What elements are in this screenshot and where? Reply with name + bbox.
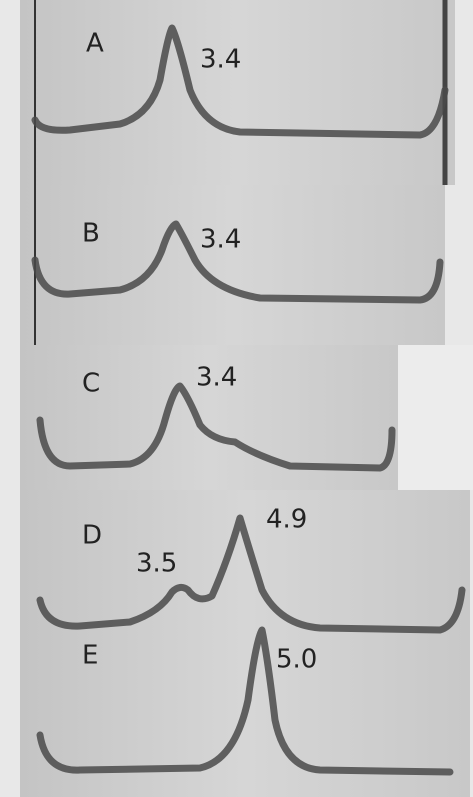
panel-label: C <box>82 369 100 399</box>
peak-label: 3.4 <box>200 225 241 255</box>
panel-c: C 3.4 <box>20 345 473 490</box>
panel-label: E <box>82 641 98 671</box>
panel-background <box>20 185 445 345</box>
panel-b: B 3.4 <box>20 185 445 345</box>
panel-a: A 3.4 <box>20 0 455 185</box>
peak-label: 3.4 <box>196 363 237 393</box>
blank-area <box>398 345 473 490</box>
panel-de: D 3.5 4.9 E 5.0 <box>20 490 470 797</box>
peak-label: 3.5 <box>136 549 177 579</box>
figure: A 3.4 B 3.4 C 3.4 D 3.5 4.9 E 5.0 <box>0 0 473 797</box>
peak-label: 3.4 <box>200 45 241 75</box>
peak-label: 4.9 <box>266 505 307 535</box>
panel-label: B <box>82 219 100 249</box>
peak-label: 5.0 <box>276 645 317 675</box>
panel-label: A <box>86 29 104 59</box>
panel-label: D <box>82 521 102 551</box>
